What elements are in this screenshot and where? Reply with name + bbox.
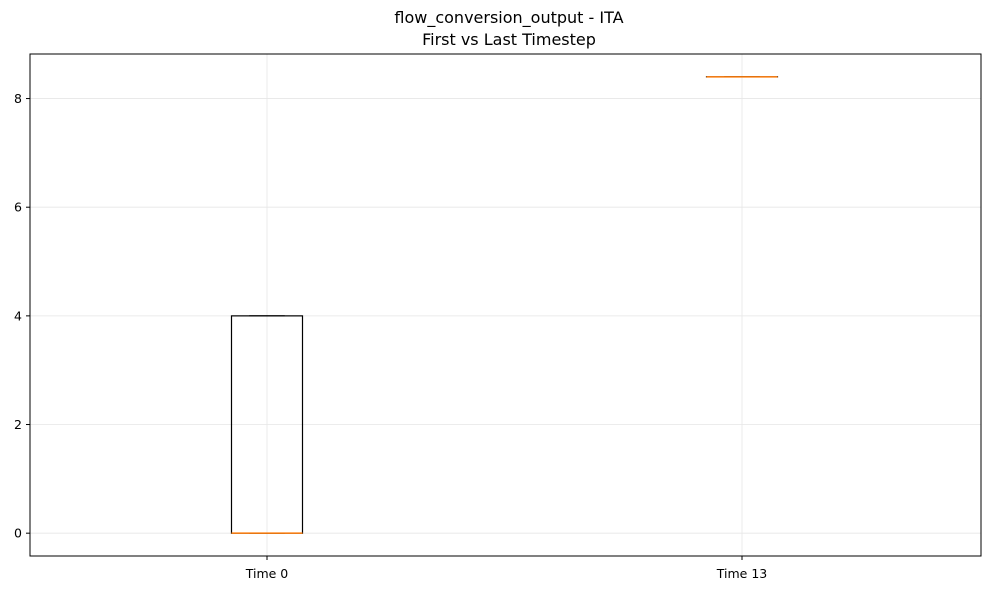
y-tick-label: 6 (14, 200, 22, 215)
x-tick-label: Time 13 (716, 566, 767, 581)
y-tick-label: 4 (14, 308, 22, 323)
axes: 0 2 4 6 8 Time 0 Time 13 (14, 91, 767, 581)
chart-subtitle: First vs Last Timestep (422, 30, 596, 49)
plot-frame (30, 54, 981, 556)
y-tick-label: 8 (14, 91, 22, 106)
box-plots (232, 77, 778, 533)
x-tick-label: Time 0 (245, 566, 289, 581)
grid (30, 54, 981, 556)
chart-title: flow_conversion_output - ITA (394, 8, 623, 28)
y-tick-label: 2 (14, 417, 22, 432)
y-tick-label: 0 (14, 526, 22, 541)
